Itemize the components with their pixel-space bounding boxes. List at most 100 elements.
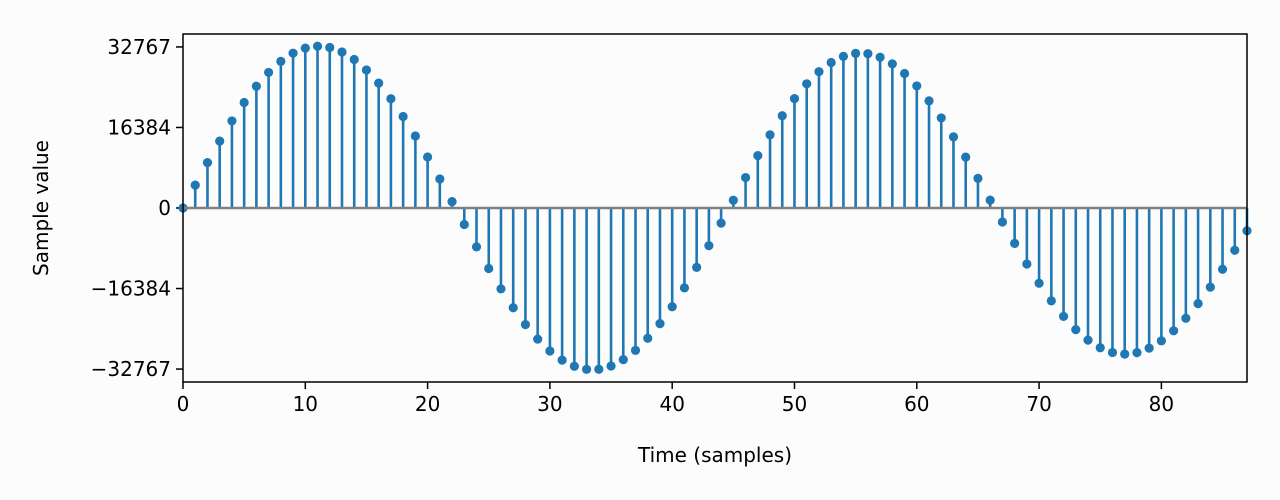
stem-marker [312, 41, 323, 51]
stem-marker [337, 47, 347, 57]
y-tick-label: 16384 [107, 115, 171, 139]
stem-marker [655, 319, 665, 329]
stem-marker [838, 51, 849, 61]
stem-markers [178, 41, 1252, 374]
stem-marker [1058, 311, 1069, 322]
stem-marker [557, 355, 567, 365]
x-tick-label: 10 [293, 392, 318, 416]
stem-marker [251, 81, 261, 91]
stem-marker [300, 43, 310, 53]
stem-marker [1120, 349, 1130, 359]
stem-marker [447, 197, 457, 207]
stem-marker [961, 152, 971, 162]
stem-marker [264, 67, 274, 78]
stem-marker [1022, 259, 1032, 269]
stem-marker [777, 111, 787, 121]
stem-marker [728, 195, 738, 205]
stem-marker [594, 364, 604, 374]
stem-marker [679, 283, 690, 293]
stem-marker [1217, 264, 1228, 274]
y-tick-label: 32767 [107, 35, 171, 59]
plot-frame [182, 33, 1248, 383]
stem-marker [1034, 278, 1044, 288]
stem-marker [851, 48, 861, 58]
stem-marker [924, 96, 934, 106]
x-tick-label: 20 [415, 392, 440, 416]
x-tick-label: 70 [1026, 392, 1051, 416]
stem-marker [912, 81, 922, 91]
stem-marker [814, 67, 824, 77]
x-tick-label: 30 [537, 392, 562, 416]
stem-marker [1010, 238, 1020, 248]
x-tick-label: 40 [659, 392, 684, 416]
stem-marker [239, 97, 249, 108]
stem-marker [643, 333, 653, 343]
x-axis-label: Time (samples) [637, 443, 792, 467]
stem-marker [422, 152, 433, 162]
stem-marker [753, 151, 763, 161]
stem-marker [1156, 336, 1166, 346]
stem-marker [618, 355, 628, 365]
stem-marker [704, 241, 714, 251]
stem-marker [325, 42, 335, 53]
stem-marker [361, 65, 372, 75]
stem-marker [276, 56, 286, 66]
y-axis-ticks: 32767 16384 0 −16384 −32767 [91, 35, 183, 381]
stem-marker [973, 173, 983, 183]
stem-lines [193, 46, 1249, 370]
stem-marker [202, 158, 213, 168]
y-tick-label: 0 [158, 196, 171, 220]
y-axis-label: Sample value [29, 140, 53, 276]
stem-marker [581, 364, 592, 374]
x-tick-label: 0 [177, 392, 190, 416]
stem-marker [826, 57, 836, 68]
stem-marker [471, 242, 482, 252]
stem-marker [899, 68, 910, 79]
stem-marker [1230, 245, 1240, 255]
stem-marker [227, 116, 237, 126]
stem-marker [875, 52, 885, 62]
stem-marker [1107, 347, 1118, 358]
stem-marker [1083, 335, 1093, 345]
stem-marker [386, 94, 396, 104]
stem-marker [765, 130, 775, 140]
stem-marker [459, 219, 469, 230]
stem-marker [948, 132, 959, 142]
stem-marker [985, 195, 995, 205]
stem-marker [1205, 282, 1215, 292]
stem-marker [863, 49, 873, 59]
stem-marker [398, 111, 408, 122]
stem-marker [1193, 299, 1203, 309]
stem-marker [606, 361, 616, 371]
stem-marker [520, 319, 531, 330]
stem-marker [569, 361, 579, 371]
x-axis-ticks: 0 10 20 30 40 50 60 70 80 [177, 382, 1174, 416]
stem-marker [1169, 326, 1179, 336]
stem-marker [740, 172, 751, 183]
stem-marker [496, 284, 506, 294]
stem-marker [997, 217, 1008, 227]
stem-marker [802, 79, 812, 89]
stem-marker [1144, 343, 1154, 353]
stem-marker [508, 303, 518, 313]
x-tick-label: 50 [782, 392, 807, 416]
stem-marker [716, 218, 726, 228]
stem-marker [936, 113, 946, 123]
stem-marker [692, 262, 702, 272]
stem-marker [545, 346, 555, 356]
stem-marker [435, 174, 445, 184]
stem-marker [1046, 296, 1056, 306]
stem-marker [484, 263, 494, 274]
stem-marker [1132, 348, 1142, 358]
stem-marker [1071, 324, 1081, 335]
stem-marker [887, 59, 897, 69]
stem-marker [667, 302, 677, 312]
stem-marker [789, 93, 800, 104]
stem-marker [1181, 313, 1191, 323]
stem-marker [215, 136, 225, 146]
x-tick-label: 60 [904, 392, 929, 416]
stem-marker [630, 345, 641, 355]
stem-marker [533, 334, 543, 344]
y-tick-label: −16384 [91, 277, 171, 301]
